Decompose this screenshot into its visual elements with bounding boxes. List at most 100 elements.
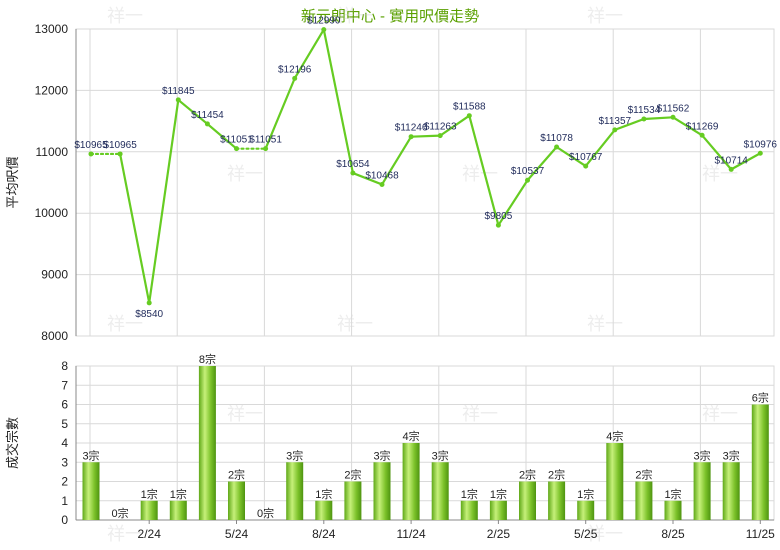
price-line-segment — [206, 122, 238, 150]
price-line-segment — [118, 152, 151, 304]
volume-bar — [722, 462, 740, 520]
x-tick-label: 5/25 — [574, 527, 598, 541]
volume-bar — [286, 462, 304, 520]
top-ytick-label: 10000 — [35, 206, 69, 220]
bottom-ytick-label: 6 — [61, 398, 68, 412]
price-point — [146, 300, 152, 306]
price-line-segment — [671, 116, 704, 137]
price-point — [292, 75, 298, 81]
price-data-label: $11357 — [598, 116, 631, 127]
watermark-text: 祥一 — [702, 404, 738, 425]
volume-bar — [373, 462, 391, 520]
bottom-ytick-label: 5 — [61, 417, 68, 431]
bottom-ytick-label: 2 — [61, 475, 68, 489]
price-line-segment — [584, 128, 616, 168]
volume-bar-label: 6宗 — [752, 391, 769, 405]
watermark-text: 祥一 — [107, 6, 143, 27]
price-data-label: $10654 — [336, 159, 370, 170]
volume-bar-label: 8宗 — [199, 352, 216, 366]
top-ytick-label: 12000 — [35, 83, 69, 97]
volume-bar — [198, 366, 216, 520]
watermark-text: 祥一 — [587, 314, 623, 335]
price-point — [379, 181, 385, 187]
volume-bar-panel: 0 1 2 3 4 5 6 7 8 成交宗數 3宗 0宗 1宗 1宗 8宗 2宗 0宗 3宗 1宗 2宗 3宗 4宗 3宗 1… — [5, 352, 775, 541]
price-line-segment — [322, 28, 354, 175]
watermark-text: 祥一 — [587, 524, 623, 545]
volume-bar-label: 1宗 — [664, 487, 681, 501]
bottom-ytick-label: 3 — [61, 455, 68, 469]
volume-bar-label: 3宗 — [694, 448, 711, 462]
volume-bar-label: 2宗 — [635, 468, 652, 482]
top-ytick-label: 8000 — [41, 329, 68, 343]
volume-bar-label: 1宗 — [490, 487, 507, 501]
price-point — [583, 163, 589, 169]
volume-bar — [431, 462, 449, 520]
volume-bar-label: 1宗 — [577, 487, 594, 501]
price-data-label: $10537 — [511, 166, 545, 177]
top-ytick-label: 9000 — [41, 268, 68, 282]
x-tick-label: 11/25 — [746, 527, 775, 541]
price-point — [175, 97, 181, 103]
price-point — [525, 177, 530, 183]
volume-bar — [402, 443, 420, 520]
price-data-label: $8540 — [135, 309, 163, 320]
price-line-segment — [351, 171, 384, 186]
price-line-segment — [293, 28, 325, 80]
bottom-y-axis-label: 成交宗數 — [5, 417, 20, 469]
watermark-text: 祥一 — [337, 314, 373, 335]
price-line-segment — [642, 116, 675, 121]
price-data-label: $11534 — [628, 105, 661, 116]
price-point — [350, 170, 356, 176]
bottom-ytick-label: 1 — [61, 494, 68, 508]
price-data-label: $11588 — [453, 102, 486, 113]
price-data-label: $11051 — [249, 135, 282, 146]
watermark-text: 祥一 — [587, 6, 623, 27]
price-point — [321, 27, 327, 33]
volume-bar-label: 3宗 — [723, 448, 740, 462]
price-data-label: $11269 — [686, 121, 719, 132]
volume-bar — [577, 500, 595, 520]
volume-bar-label: 3宗 — [373, 448, 390, 462]
price-data-label: $11051 — [220, 135, 253, 146]
x-tick-label: 5/24 — [225, 527, 249, 541]
price-point — [641, 116, 647, 122]
bottom-ytick-label: 0 — [61, 513, 68, 527]
price-point — [699, 132, 705, 138]
volume-bar-label: 3宗 — [432, 448, 449, 462]
volume-bar — [344, 481, 362, 520]
price-line-panel: 8000900010000110001200013000平均呎價$10965$1… — [5, 16, 777, 343]
price-point — [437, 133, 443, 139]
price-data-label: $11454 — [191, 110, 224, 121]
price-line-segment — [700, 134, 733, 171]
volume-bar — [315, 500, 333, 520]
volume-bar-label: 4宗 — [606, 429, 623, 443]
price-line-segment — [177, 98, 209, 126]
volume-bar — [548, 481, 566, 520]
volume-bar — [751, 404, 769, 520]
chart-title: 新元朗中心 - 實用呎價走勢 — [301, 7, 479, 25]
x-tick-label: 8/25 — [661, 527, 685, 541]
volume-bar — [169, 500, 187, 520]
price-data-label: $10965 — [103, 140, 137, 151]
watermark-text: 祥一 — [107, 524, 143, 545]
bottom-ytick-label: 8 — [61, 359, 68, 373]
price-point — [263, 146, 269, 152]
volume-bar — [635, 481, 653, 520]
bottom-ytick-label: 7 — [61, 378, 68, 392]
price-data-label: $11562 — [657, 103, 690, 114]
x-tick-label: 8/24 — [312, 527, 336, 541]
watermark-text: 祥一 — [462, 164, 498, 185]
top-y-axis-label: 平均呎價 — [5, 156, 20, 208]
price-point — [612, 127, 618, 133]
price-line-segment — [555, 145, 587, 168]
price-line-segment — [264, 77, 296, 150]
price-point — [554, 144, 560, 150]
volume-bar — [460, 500, 478, 520]
price-line-segment — [613, 117, 646, 131]
volume-bar — [228, 481, 245, 520]
price-data-label: $12990 — [307, 16, 341, 27]
x-tick-label: 11/24 — [397, 527, 426, 541]
watermark-text: 祥一 — [227, 404, 263, 425]
